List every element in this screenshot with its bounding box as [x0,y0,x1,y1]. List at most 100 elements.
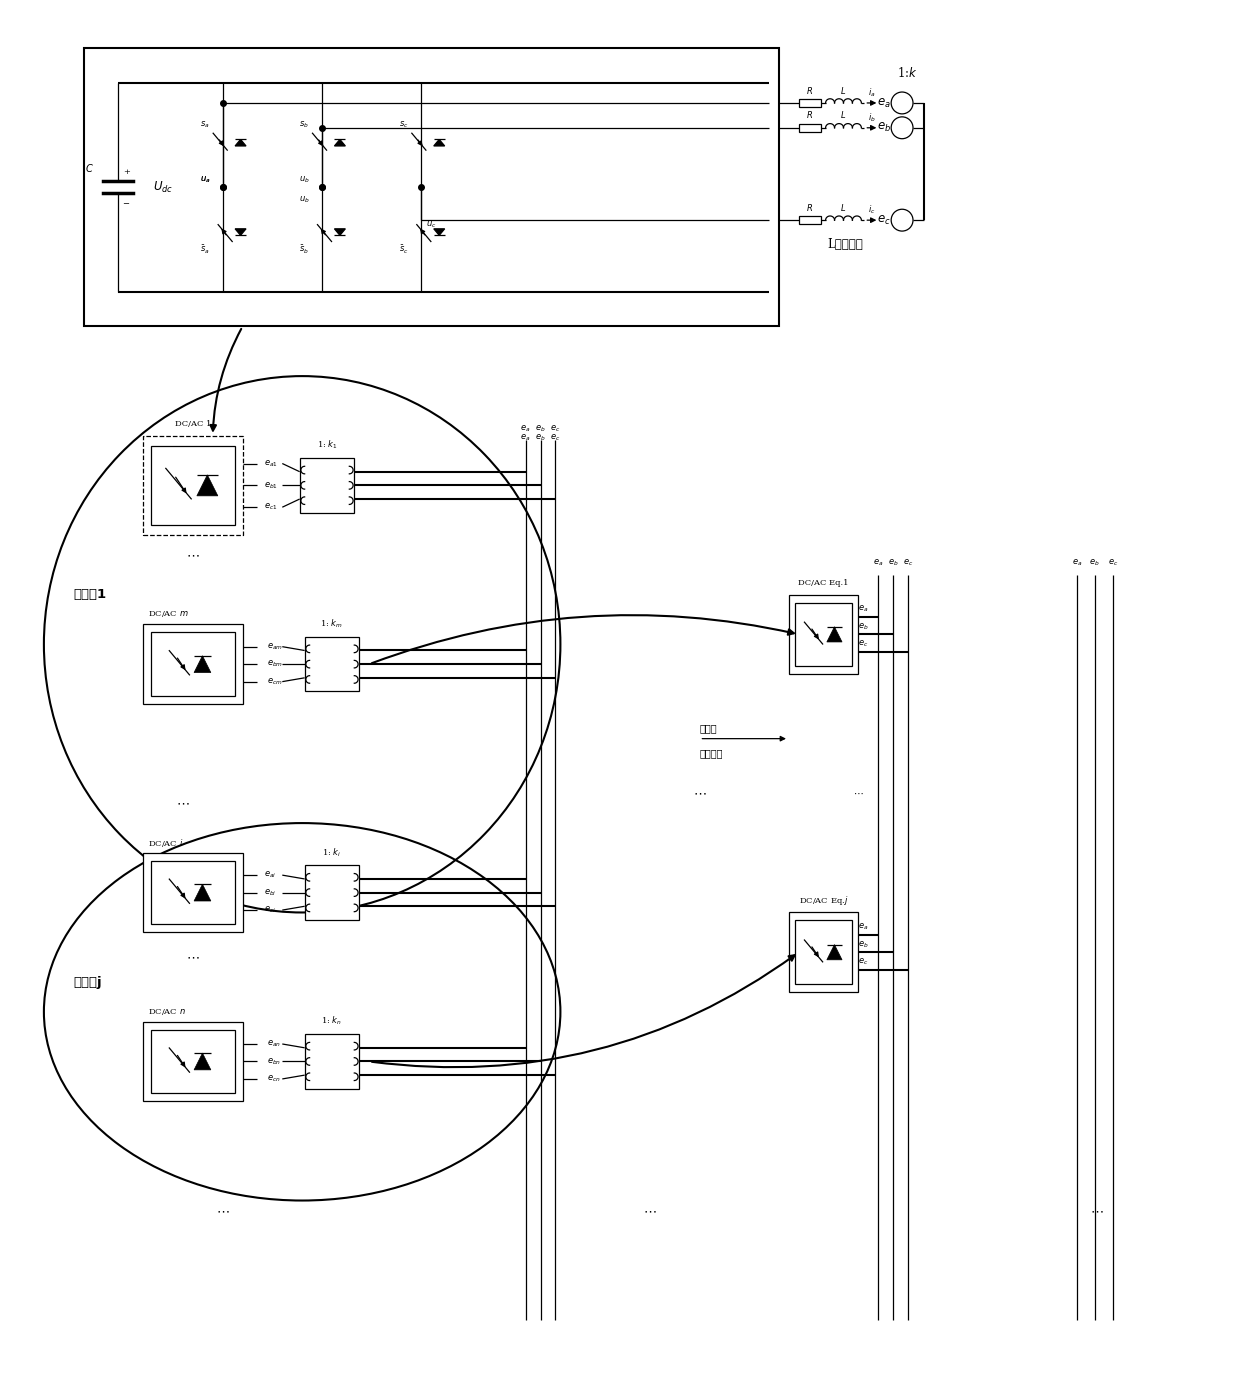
Text: $e_a$: $e_a$ [858,603,868,614]
Text: 1: $k_m$: 1: $k_m$ [320,618,343,631]
Text: $e_{a1}$: $e_{a1}$ [264,459,278,469]
Text: $e_c$: $e_c$ [858,639,868,649]
Text: $L$: $L$ [841,202,847,213]
Text: $\cdots$: $\cdots$ [853,789,864,798]
Text: $U_{dc}$: $U_{dc}$ [154,180,174,195]
Text: $e_c$: $e_c$ [878,213,892,227]
Text: $e_c$: $e_c$ [903,558,913,567]
Text: DC/AC $n$: DC/AC $n$ [149,1007,186,1017]
Polygon shape [195,1052,211,1070]
Text: $e_b$: $e_b$ [877,121,892,135]
Text: $\bar{s}_b$: $\bar{s}_b$ [299,243,309,256]
Bar [144,436,243,534]
Text: $e_{cm}$: $e_{cm}$ [268,676,283,687]
Bar [151,632,234,697]
Text: $u_b$: $u_b$ [299,194,310,205]
Text: $i_a$: $i_a$ [868,87,875,99]
Bar [151,861,234,925]
Text: $e_a$: $e_a$ [878,96,892,110]
Text: 1: $k_n$: 1: $k_n$ [321,1015,342,1028]
Text: $e_{an}$: $e_{an}$ [268,1039,281,1050]
Text: $\cdots$: $\cdots$ [186,951,200,963]
Text: $-$: $-$ [123,198,130,206]
Text: $e_b$: $e_b$ [858,938,869,949]
Text: $e_c$: $e_c$ [858,956,868,967]
Text: $\cdots$: $\cdots$ [693,787,707,800]
Text: $R$: $R$ [806,202,813,213]
Bar [144,624,243,703]
Text: 1:$k$: 1:$k$ [897,66,918,80]
Text: $\cdots$: $\cdots$ [186,548,200,562]
Text: $e_{cn}$: $e_{cn}$ [268,1073,281,1084]
Text: $e_c$: $e_c$ [551,433,560,444]
Bar [300,458,355,513]
Bar [789,912,858,992]
Text: $\bar{s}_a$: $\bar{s}_a$ [200,243,210,256]
Text: $L$: $L$ [841,85,847,96]
Polygon shape [827,944,842,960]
Text: DC/AC $m$: DC/AC $m$ [149,610,188,620]
Text: $e_{bi}$: $e_{bi}$ [264,888,277,897]
Text: $R$: $R$ [806,110,813,121]
Text: $e_{bm}$: $e_{bm}$ [268,660,284,669]
Text: DC/AC Eq.$j$: DC/AC Eq.$j$ [799,894,848,907]
Text: 作用量: 作用量 [699,724,717,734]
Text: $e_{ai}$: $e_{ai}$ [264,870,277,881]
Text: 同调群j: 同调群j [73,976,103,988]
Text: $i_c$: $i_c$ [868,203,875,217]
Text: $L$: $L$ [841,110,847,121]
Text: $\cdots$: $\cdots$ [1090,1204,1104,1217]
Text: 1: $k_i$: 1: $k_i$ [322,846,341,859]
Text: $u_a$: $u_a$ [200,174,211,184]
Text: $e_b$: $e_b$ [536,423,546,434]
Text: +: + [123,169,130,176]
Bar [795,921,852,984]
Polygon shape [335,139,346,146]
Text: $e_{bn}$: $e_{bn}$ [268,1057,281,1066]
Text: $e_{c1}$: $e_{c1}$ [264,502,278,513]
Text: $e_a$: $e_a$ [873,558,883,567]
Polygon shape [434,229,445,235]
Text: DC/AC $i$: DC/AC $i$ [149,837,184,849]
Text: 1: $k_1$: 1: $k_1$ [316,438,337,452]
Bar [83,48,779,327]
Bar [144,1022,243,1101]
Bar [151,1029,234,1094]
Bar [799,99,821,107]
Text: $e_a$: $e_a$ [521,423,531,434]
Text: $C$: $C$ [84,162,93,173]
Text: $\cdots$: $\cdots$ [216,1204,229,1217]
Text: $e_b$: $e_b$ [536,433,546,444]
Bar [144,853,243,933]
Text: $s_c$: $s_c$ [399,120,408,131]
Text: $u_a$: $u_a$ [200,174,211,184]
Polygon shape [195,655,211,672]
Bar [789,595,858,675]
Bar [305,1035,360,1088]
Bar [799,124,821,132]
Bar [151,445,234,525]
Text: $e_c$: $e_c$ [551,423,560,434]
Text: $e_b$: $e_b$ [1090,558,1100,567]
Text: L型滤波器: L型滤波器 [827,239,863,251]
Polygon shape [434,139,445,146]
Text: 同调群1: 同调群1 [73,588,107,602]
Bar [305,866,360,921]
Text: $e_a$: $e_a$ [858,922,868,932]
Polygon shape [197,475,218,496]
Text: $\cdots$: $\cdots$ [176,797,190,809]
Text: DC/AC Eq.1: DC/AC Eq.1 [799,578,849,587]
Text: DC/AC 1: DC/AC 1 [175,420,211,427]
Text: $R$: $R$ [806,85,813,96]
Text: $u_b$: $u_b$ [299,174,310,184]
Text: $\bar{s}_c$: $\bar{s}_c$ [399,243,408,256]
Polygon shape [827,627,842,642]
Polygon shape [195,885,211,901]
Bar [795,603,852,666]
Text: $\cdots$: $\cdots$ [644,1204,657,1217]
Polygon shape [335,229,346,235]
Text: $e_b$: $e_b$ [888,558,899,567]
Text: $i_b$: $i_b$ [868,111,875,124]
Text: $e_a$: $e_a$ [521,433,531,444]
Text: $e_{am}$: $e_{am}$ [268,642,284,651]
